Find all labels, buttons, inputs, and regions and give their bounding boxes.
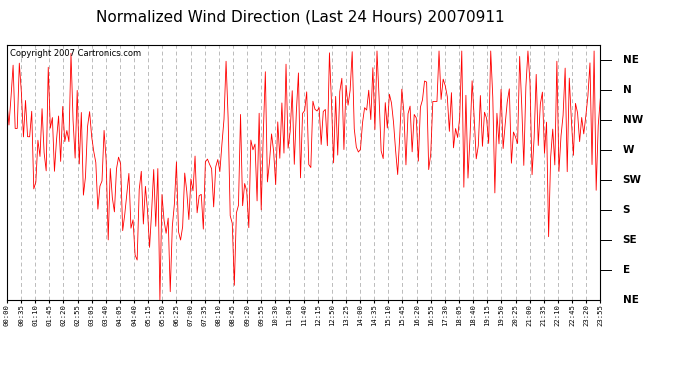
Text: NW: NW <box>622 115 643 125</box>
Text: W: W <box>622 145 634 155</box>
Text: E: E <box>622 265 630 275</box>
Text: Copyright 2007 Cartronics.com: Copyright 2007 Cartronics.com <box>10 49 141 58</box>
Text: N: N <box>622 85 631 95</box>
Text: SE: SE <box>622 235 638 245</box>
Text: NE: NE <box>622 55 639 65</box>
Text: Normalized Wind Direction (Last 24 Hours) 20070911: Normalized Wind Direction (Last 24 Hours… <box>96 9 504 24</box>
Text: S: S <box>622 205 630 215</box>
Text: NE: NE <box>622 295 639 305</box>
Text: SW: SW <box>622 175 642 185</box>
